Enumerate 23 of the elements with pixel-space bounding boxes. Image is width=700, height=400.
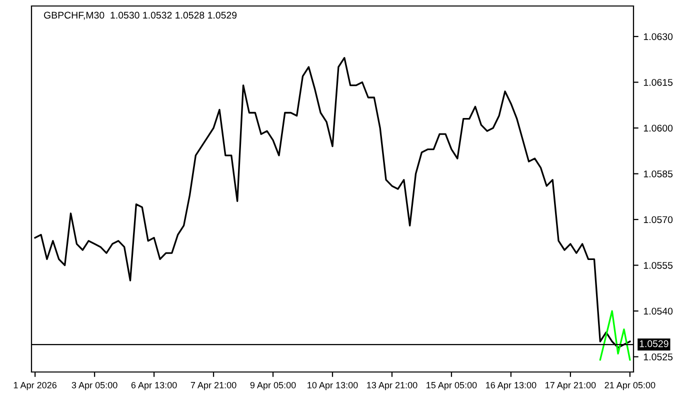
- text: GBPCHF,M30 1.0530 1.0532 1.0528 1.0529: [44, 12, 237, 20]
- y-tick-label: 1.0585: [644, 170, 673, 178]
- x-tick-label: 7 Apr 21:00: [190, 382, 236, 390]
- y-tick-label: 1.0630: [644, 33, 673, 40]
- y-tick-label: 1.0600: [644, 124, 673, 132]
- x-tick-label: 3 Apr 05:00: [72, 382, 118, 390]
- x-tick-label: 1 Apr 2026: [14, 382, 57, 390]
- x-tick-label: 21 Apr 05:00: [604, 382, 656, 390]
- ref-line-label: 1.0529: [640, 340, 668, 348]
- x-tick-label: 6 Apr 13:00: [131, 382, 177, 390]
- y-tick-label: 1.0525: [644, 353, 673, 360]
- y-tick-label: 1.0570: [644, 216, 673, 224]
- x-tick-label: 15 Apr 05:00: [426, 382, 477, 390]
- x-tick-label: 9 Apr 05:00: [250, 382, 296, 390]
- x-tick-label: 10 Apr 13:00: [308, 382, 358, 390]
- x-tick-label: 16 Apr 13:00: [486, 382, 536, 390]
- y-tick-label: 1.0555: [644, 262, 673, 269]
- x-tick-label: 17 Apr 21:00: [546, 382, 596, 390]
- line-series: [34, 57, 631, 348]
- x-tick-label: 13 Apr 21:00: [367, 382, 418, 390]
- y-tick-label: 1.0540: [644, 308, 673, 315]
- y-tick-label: 1.0615: [644, 78, 673, 86]
- line-series: [599, 310, 631, 361]
